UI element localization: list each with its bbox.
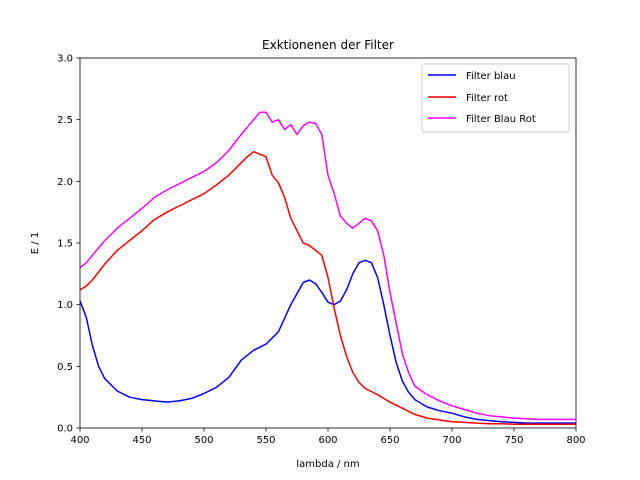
y-tick-label: 3.0 (57, 54, 73, 65)
x-tick-label: 700 (442, 435, 461, 446)
y-axis-ticks: 0.0 0.5 1.0 1.5 2.0 2.5 3.0 (57, 54, 80, 435)
x-axis-label: lambda / nm (296, 459, 359, 470)
x-tick-label: 400 (70, 435, 89, 446)
y-axis-label: E / 1 (30, 232, 41, 254)
series-line-filter-blau (80, 259, 576, 424)
series-line-filter-blau-rot (80, 111, 576, 421)
y-tick-label: 0.0 (57, 424, 73, 435)
legend-label-filter-rot: Filter rot (466, 93, 508, 104)
y-tick-label: 2.5 (57, 115, 73, 126)
y-tick-label: 2.0 (57, 177, 73, 188)
legend-label-filter-blau: Filter blau (466, 71, 516, 82)
x-axis-ticks: 400 450 500 550 600 650 700 750 800 (70, 428, 586, 446)
series-line-filter-rot (80, 150, 576, 426)
chart-title: Exktionenen der Filter (262, 38, 394, 52)
legend: Filter blau Filter rot Filter Blau Rot (421, 63, 570, 133)
legend-box (421, 63, 570, 133)
x-tick-label: 750 (504, 435, 523, 446)
x-tick-label: 600 (318, 435, 337, 446)
series-layer (80, 111, 576, 426)
legend-label-filter-blau-rot: Filter Blau Rot (466, 114, 536, 125)
x-tick-label: 500 (194, 435, 213, 446)
y-tick-label: 0.5 (57, 362, 73, 373)
x-tick-label: 450 (132, 435, 151, 446)
x-tick-label: 800 (566, 435, 585, 446)
x-tick-label: 650 (380, 435, 399, 446)
y-tick-label: 1.0 (57, 300, 73, 311)
x-tick-label: 550 (256, 435, 275, 446)
y-tick-label: 1.5 (57, 239, 73, 250)
